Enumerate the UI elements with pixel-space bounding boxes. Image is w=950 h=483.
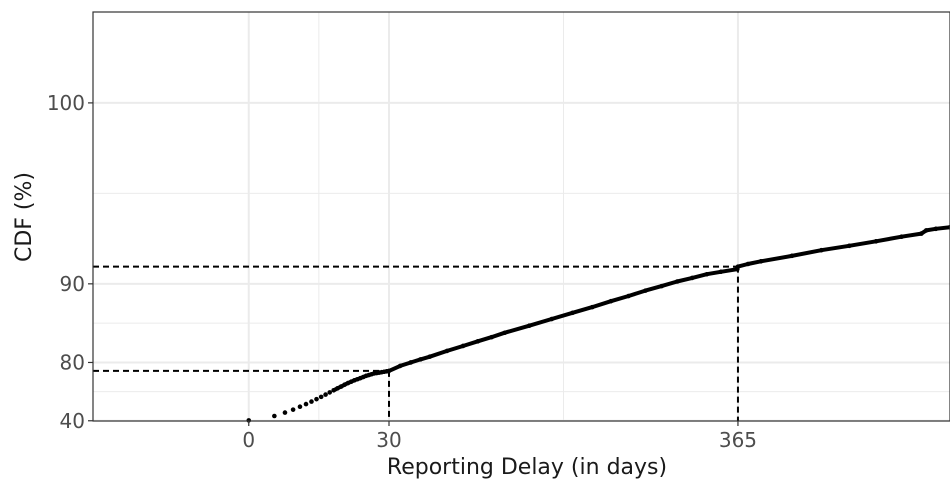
data-point [327, 390, 333, 395]
x-tick-label: 0 [242, 428, 255, 452]
y-tick-label: 100 [47, 91, 85, 115]
data-point [282, 410, 288, 415]
reference-lines [93, 265, 739, 421]
data-point [290, 407, 296, 412]
y-axis-title: CDF (%) [12, 172, 37, 262]
data-point [323, 392, 328, 397]
y-tick-label: 80 [60, 350, 85, 374]
panel-background [93, 12, 950, 421]
x-tick-label: 365 [719, 428, 757, 452]
data-point [303, 401, 309, 407]
data-point [272, 413, 277, 419]
axis-ticks: 40 80 90 100 0 30 365 [47, 91, 757, 452]
data-point [297, 404, 303, 410]
data-curve [331, 225, 950, 393]
panel-border [92, 11, 950, 422]
x-axis-title: Reporting Delay (in days) [387, 455, 667, 480]
grid-lines [93, 12, 950, 422]
data-point [309, 399, 314, 404]
x-tick-label: 30 [376, 428, 401, 452]
data-points [246, 224, 950, 423]
y-tick-label: 90 [60, 272, 85, 296]
y-tick-label: 40 [60, 409, 85, 433]
panel-frame [92, 11, 950, 422]
data-point [318, 394, 324, 400]
data-point [314, 396, 319, 402]
